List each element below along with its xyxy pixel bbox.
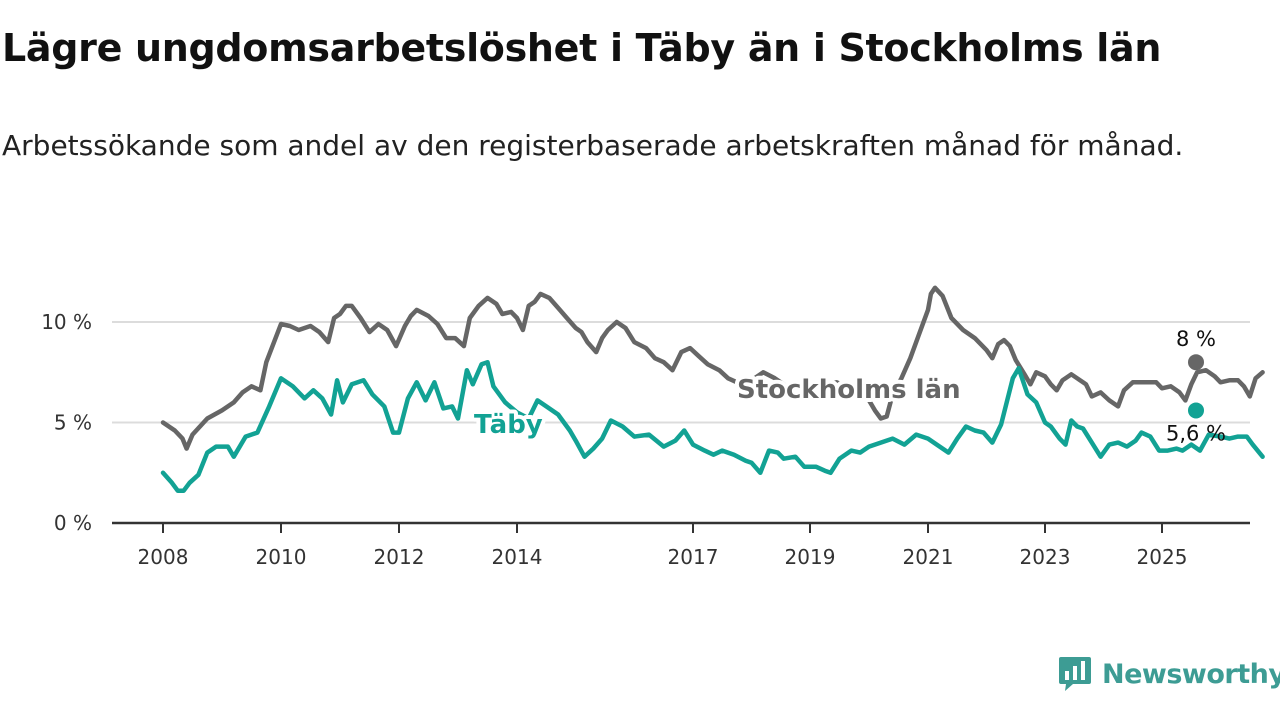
series-label-taby: Täby	[474, 410, 543, 440]
x-axis: 2008 2010 2012 2014 2017 2019 2021 2023 2025	[112, 521, 1250, 569]
y-tick-label-10: 10 %	[41, 310, 92, 334]
y-tick-label-0: 0 %	[54, 511, 92, 535]
end-point-stockholms-lan	[1188, 354, 1204, 371]
newsworthy-brand: Newsworthy	[1058, 654, 1280, 694]
end-label-stockholms-lan: 8 %	[1176, 327, 1216, 351]
end-point-taby	[1188, 402, 1204, 419]
grid-lines	[112, 321, 1250, 424]
x-tick-label-2008: 2008	[138, 545, 189, 569]
series-lines	[160, 285, 1265, 494]
chart-subtitle: Arbetssökande som andel av den registerb…	[2, 129, 1184, 162]
y-tick-label-5: 5 %	[54, 411, 92, 435]
series-label-stockholms-lan: Stockholms län	[737, 375, 961, 405]
series-label-stockholms-lan-halo: Stockholms län	[737, 375, 961, 405]
newsworthy-logo-icon	[1059, 657, 1091, 691]
x-tick-label-2010: 2010	[256, 545, 307, 569]
series-label-taby-halo: Täby	[474, 410, 543, 440]
end-label-taby: 5,6 %	[1166, 421, 1226, 445]
series-line-taby	[160, 359, 1265, 494]
x-tick-label-2014: 2014	[492, 545, 543, 569]
x-tick-label-2023: 2023	[1020, 545, 1071, 569]
x-tick-label-2019: 2019	[785, 545, 836, 569]
x-tick-label-2012: 2012	[374, 545, 425, 569]
x-tick-label-2021: 2021	[903, 545, 954, 569]
chart-title: Lägre ungdomsarbetslöshet i Täby än i St…	[2, 26, 1162, 70]
brand-name: Newsworthy	[1102, 658, 1280, 690]
y-axis: 0 % 5 % 10 %	[41, 310, 92, 535]
x-tick-label-2017: 2017	[668, 545, 719, 569]
series-line-stockholms-lan	[160, 285, 1265, 451]
x-tick-label-2025: 2025	[1137, 545, 1188, 569]
